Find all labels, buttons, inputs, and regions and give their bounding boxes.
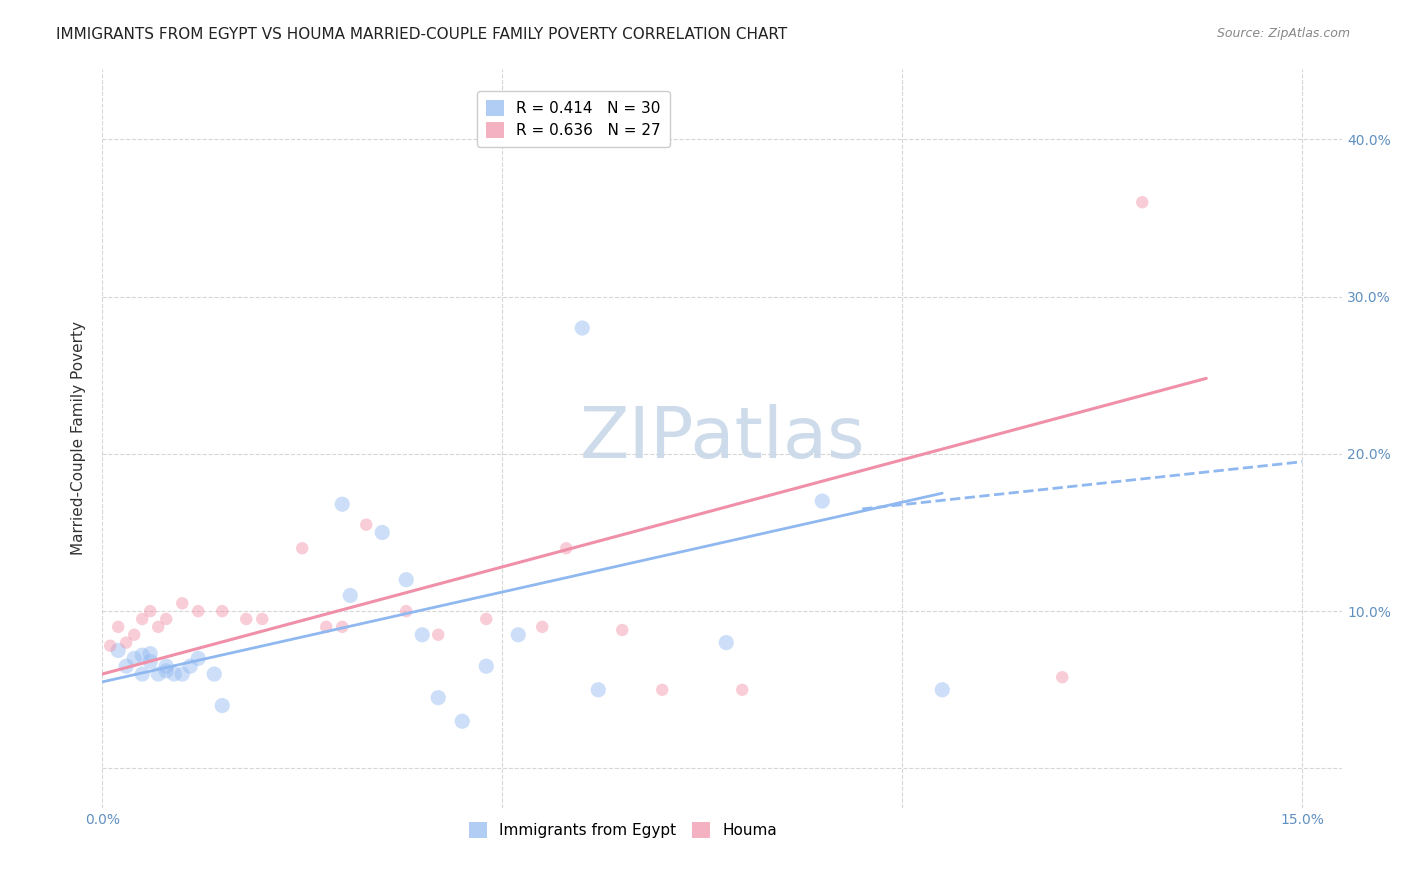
Point (651, 682, 673, 697)
Point (122, 651, 145, 665)
Text: Source: ZipAtlas.com: Source: ZipAtlas.com (1216, 27, 1350, 40)
Point (612, 623, 634, 637)
Point (250, 612, 273, 626)
Y-axis label: Married-Couple Family Poverty: Married-Couple Family Poverty (72, 321, 86, 555)
Point (411, 628, 433, 642)
Point (451, 714, 474, 729)
Point (339, 589, 361, 603)
Point (172, 596, 194, 610)
Point (148, 620, 170, 634)
Point (571, 321, 593, 335)
Point (211, 698, 233, 713)
Point (107, 643, 129, 657)
Point (211, 604, 233, 618)
Point (931, 682, 953, 697)
Point (555, 541, 578, 556)
Point (163, 667, 186, 681)
Point (139, 647, 162, 661)
Point (291, 541, 314, 556)
Point (1130, 195, 1153, 210)
Point (716, 635, 738, 649)
Point (395, 573, 418, 587)
Point (155, 664, 177, 678)
Point (531, 620, 554, 634)
Point (330, 620, 353, 634)
Point (315, 620, 337, 634)
Point (1052, 670, 1074, 684)
Point (107, 620, 129, 634)
Point (139, 604, 162, 618)
Point (131, 612, 153, 626)
Point (202, 667, 225, 681)
Point (187, 651, 209, 665)
Point (395, 604, 418, 618)
Legend: Immigrants from Egypt, Houma: Immigrants from Egypt, Houma (463, 816, 783, 845)
Point (330, 497, 353, 511)
Point (115, 635, 138, 649)
Point (371, 525, 394, 540)
Point (811, 494, 834, 508)
Point (475, 659, 498, 673)
Text: ZIPatlas: ZIPatlas (579, 404, 865, 473)
Point (139, 655, 162, 669)
Point (235, 612, 257, 626)
Point (427, 690, 450, 705)
Point (131, 667, 153, 681)
Point (179, 659, 201, 673)
Text: IMMIGRANTS FROM EGYPT VS HOUMA MARRIED-COUPLE FAMILY POVERTY CORRELATION CHART: IMMIGRANTS FROM EGYPT VS HOUMA MARRIED-C… (56, 27, 787, 42)
Point (155, 659, 177, 673)
Point (122, 628, 145, 642)
Point (731, 682, 754, 697)
Point (187, 604, 209, 618)
Point (475, 612, 498, 626)
Point (427, 628, 450, 642)
Point (155, 612, 177, 626)
Point (586, 682, 609, 697)
Point (172, 667, 194, 681)
Point (131, 648, 153, 663)
Point (148, 667, 170, 681)
Point (354, 517, 377, 532)
Point (98, 639, 121, 653)
Point (508, 628, 530, 642)
Point (115, 659, 138, 673)
